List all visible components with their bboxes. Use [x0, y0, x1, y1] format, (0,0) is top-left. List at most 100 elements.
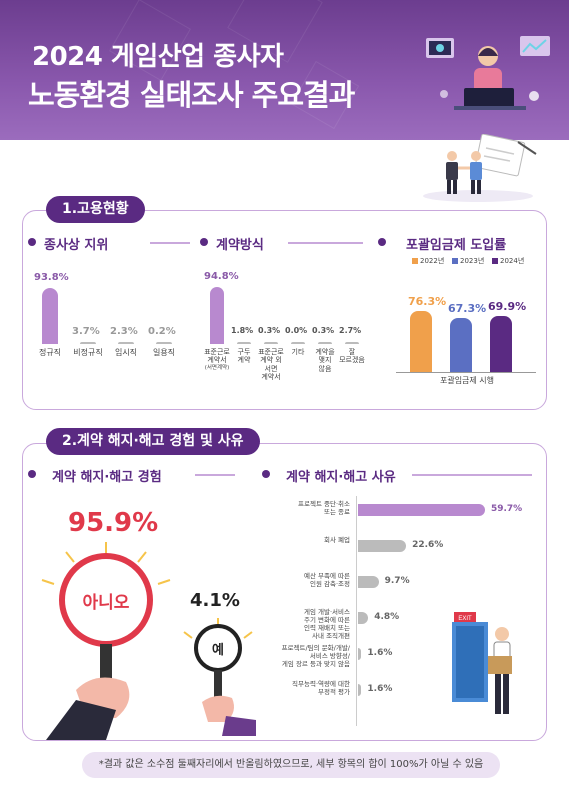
contract-bar	[237, 342, 251, 344]
inclusive-value: 76.3%	[408, 294, 447, 308]
status-bar	[80, 341, 96, 344]
legend-label: 2022년	[420, 257, 445, 265]
inclusive-axis	[396, 372, 536, 373]
contract-label: 구두 계약	[237, 348, 251, 365]
reasons-title: 계약 해지·해고 사유	[286, 470, 396, 485]
contract-value: 0.3%	[258, 326, 281, 335]
reason-label: 예산 부족에 따른 인원 감축·조정	[304, 572, 350, 589]
inclusive-legend: 2022년 2023년 2024년	[412, 256, 532, 268]
status-label: 일용직	[152, 348, 176, 357]
status-title-dot	[28, 238, 36, 246]
status-title: 종사상 지위	[44, 238, 109, 253]
reason-value: 1.6%	[367, 648, 393, 658]
contract-label: 계약을 맺지 않음	[315, 348, 335, 373]
legend-swatch	[412, 258, 418, 264]
inclusive-title: 포괄임금제 도입률	[406, 238, 507, 253]
contract-label: 기타	[291, 348, 305, 356]
contract-bar	[291, 342, 305, 344]
yes-percentage: 4.1%	[190, 590, 240, 611]
experience-title: 계약 해지·해고 경험	[52, 470, 162, 485]
page-title-line1: 2024 게임산업 종사자	[32, 42, 284, 72]
reason-value: 9.7%	[384, 576, 410, 586]
reason-label: 게임 개발·서비스 주기 변화에 따른 인력 재배치 또는 사내 조직개편	[304, 608, 350, 641]
contract-value: 0.0%	[285, 326, 308, 335]
contract-value: 1.8%	[231, 326, 254, 335]
contract-chart: 94.8% 표준근로 계약서 (서면계약) 1.8% 구두 계약 0.3% 표준근로 계약 …	[204, 258, 374, 398]
reason-bar	[358, 612, 369, 624]
reason-value: 22.6%	[412, 540, 444, 550]
status-value: 2.3%	[110, 326, 138, 337]
page-title-line2: 노동환경 실태조사 주요결과	[28, 78, 355, 112]
contract-note: (서면계약)	[204, 364, 230, 371]
legend-label: 2024년	[500, 257, 525, 265]
status-value: 0.2%	[148, 326, 176, 337]
contract-label: 표준근로 계약 외 서면 계약서	[258, 348, 284, 382]
reason-value: 1.6%	[367, 684, 393, 694]
yes-label: 예	[212, 643, 224, 658]
inclusive-xlabel: 포괄임금제 시행	[439, 376, 495, 385]
reason-label: 프로젝트/팀의 문화/개발/ 서비스 방향성/ 게임 장르 등과 맞지 않음	[281, 644, 350, 669]
contract-bar	[210, 287, 224, 344]
contract-title: 계약방식	[216, 238, 264, 253]
footer-note: *결과 값은 소수점 둘째자리에서 반올림하였으므로, 세부 항목의 합이 10…	[82, 752, 500, 778]
reasons-title-line	[412, 474, 532, 476]
reason-label: 회사 폐업	[324, 536, 350, 544]
section2-frame	[22, 443, 547, 741]
reason-bar	[358, 504, 485, 516]
handshake-illustration	[423, 134, 537, 202]
legend-swatch	[452, 258, 458, 264]
status-bar	[156, 342, 172, 344]
legend-label: 2023년	[460, 257, 485, 265]
contract-title-dot	[200, 238, 208, 246]
inclusive-value: 69.9%	[488, 300, 527, 314]
reasons-axis	[356, 496, 357, 726]
status-value: 93.8%	[34, 271, 69, 283]
inclusive-bar	[490, 316, 512, 372]
inclusive-bar	[450, 318, 472, 372]
reason-bar	[358, 684, 362, 696]
contract-value: 94.8%	[204, 271, 239, 283]
reason-bar	[358, 648, 362, 660]
status-value: 3.7%	[72, 325, 100, 337]
reason-bar	[358, 540, 407, 552]
inclusive-bar	[410, 310, 432, 372]
status-bar	[42, 287, 58, 344]
game-developer-illustration	[426, 36, 550, 110]
contract-bar	[264, 342, 278, 344]
section1-frame	[22, 210, 547, 410]
section2-title: 2.계약 해지·해고 경험 및 사유	[46, 428, 260, 455]
no-percentage: 95.9%	[68, 508, 159, 538]
contract-label: 잘 모르겠음	[339, 348, 365, 365]
no-magnifier-illustration	[41, 542, 171, 740]
status-label: 정규직	[38, 348, 62, 357]
experience-title-dot	[28, 470, 36, 478]
inclusive-chart: 76.3% 67.3% 69.9% 포괄임금제 시행	[392, 280, 542, 390]
inclusive-value: 67.3%	[448, 302, 487, 316]
contract-value: 0.3%	[312, 326, 335, 335]
reason-value: 59.7%	[490, 504, 523, 514]
contract-bar	[345, 342, 359, 344]
legend-swatch	[492, 258, 498, 264]
status-chart: 93.8% 정규직 3.7% 비정규직 2.3% 임시직 0.2% 일용직	[30, 258, 200, 370]
no-label: 아니오	[82, 593, 130, 613]
reason-label: 프로젝트 중단·취소 또는 종료	[298, 500, 350, 517]
contract-bar	[318, 342, 332, 344]
contract-label: 표준근로 계약서 (서면계약)	[202, 348, 232, 371]
status-bar	[118, 342, 134, 344]
reasons-title-dot	[262, 470, 270, 478]
inclusive-title-dot	[378, 238, 386, 246]
contract-title-line	[288, 242, 363, 244]
status-title-line	[150, 242, 190, 244]
exit-worker-illustration: EXIT	[452, 612, 512, 714]
experience-title-line	[195, 474, 235, 476]
yes-magnifier-illustration	[183, 618, 256, 736]
exit-sign-text: EXIT	[458, 616, 472, 622]
reason-value: 4.8%	[374, 612, 400, 622]
header-banner: 2024 게임산업 종사자 노동환경 실태조사 주요결과	[0, 0, 569, 140]
section1-title: 1.고용현황	[46, 196, 145, 223]
contract-value: 2.7%	[339, 326, 362, 335]
status-label: 임시직	[114, 348, 138, 357]
reason-bar	[358, 576, 379, 588]
reasons-chart: 프로젝트 중단·취소 또는 종료 59.7% 회사 폐업 22.6% 예산 부족에 따른…	[264, 496, 534, 736]
status-label: 비정규직	[73, 348, 103, 357]
